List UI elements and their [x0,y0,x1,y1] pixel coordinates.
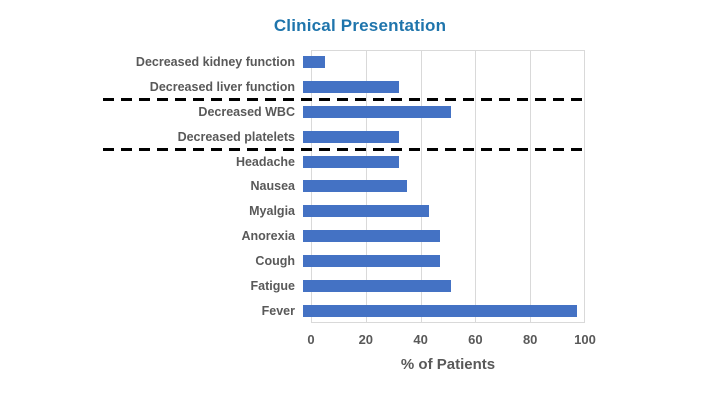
category-label: Decreased liver function [149,80,295,95]
bar [303,106,451,119]
bar [303,304,577,317]
bar-row: Cough [0,249,588,274]
bar-row: Anorexia [0,224,588,249]
bar-row: Myalgia [0,199,588,224]
bar-track [303,254,577,267]
category-label: Headache [235,154,295,169]
bar-row: Nausea [0,174,588,199]
category-label: Decreased kidney function [135,55,295,70]
x-tick-label: 60 [468,332,483,347]
bar-row: Decreased WBC [0,100,588,125]
bar-track [303,304,577,317]
bar-row: Headache [0,149,588,174]
category-label: Decreased platelets [177,129,295,144]
bar-track [303,155,577,168]
bar-track [303,279,577,292]
category-label: Cough [255,253,295,268]
category-label: Fever [261,303,295,318]
bar-track [303,180,577,193]
x-tick-label: 0 [307,332,315,347]
bar-row: Decreased kidney function [0,50,588,75]
category-label: Nausea [250,179,295,194]
category-label: Anorexia [241,229,296,244]
x-tick-label: 20 [358,332,374,347]
bar-track [303,106,577,119]
bar [303,81,399,94]
bar [303,279,451,292]
gridline [584,51,585,322]
x-axis-title: % of Patients [400,356,496,373]
bar-track [303,230,577,243]
bar-track [303,205,577,218]
gridline [529,51,531,322]
category-label: Fatigue [250,278,295,293]
x-axis-ticks: 0 20 40 60 80 100 [307,332,595,348]
bar [303,130,399,143]
bar [303,155,399,168]
bar [303,56,325,69]
bar-row: Decreased liver function [0,75,588,100]
bar-rows: Decreased kidney function Decreased liver… [0,50,588,323]
bar-track [303,130,577,143]
bar-track [303,56,577,69]
bar-track [303,81,577,94]
category-label: Decreased WBC [198,105,295,120]
category-label: Myalgia [249,204,295,219]
dashed-separator-line [103,147,588,151]
bar-row: Decreased platelets [0,124,588,149]
dashed-separator-line [103,98,588,102]
chart-title: Clinical Presentation [273,16,447,35]
gridline [420,51,422,322]
bar [303,230,440,243]
x-tick-label: 40 [413,332,428,347]
bar [303,205,430,218]
x-tick-label: 100 [574,332,596,347]
bar-row: Fatigue [0,273,588,298]
gridline [475,51,477,322]
bar [303,180,408,193]
bar [303,254,440,267]
x-tick-label: 80 [522,332,538,347]
bar-row: Fever [0,298,588,323]
